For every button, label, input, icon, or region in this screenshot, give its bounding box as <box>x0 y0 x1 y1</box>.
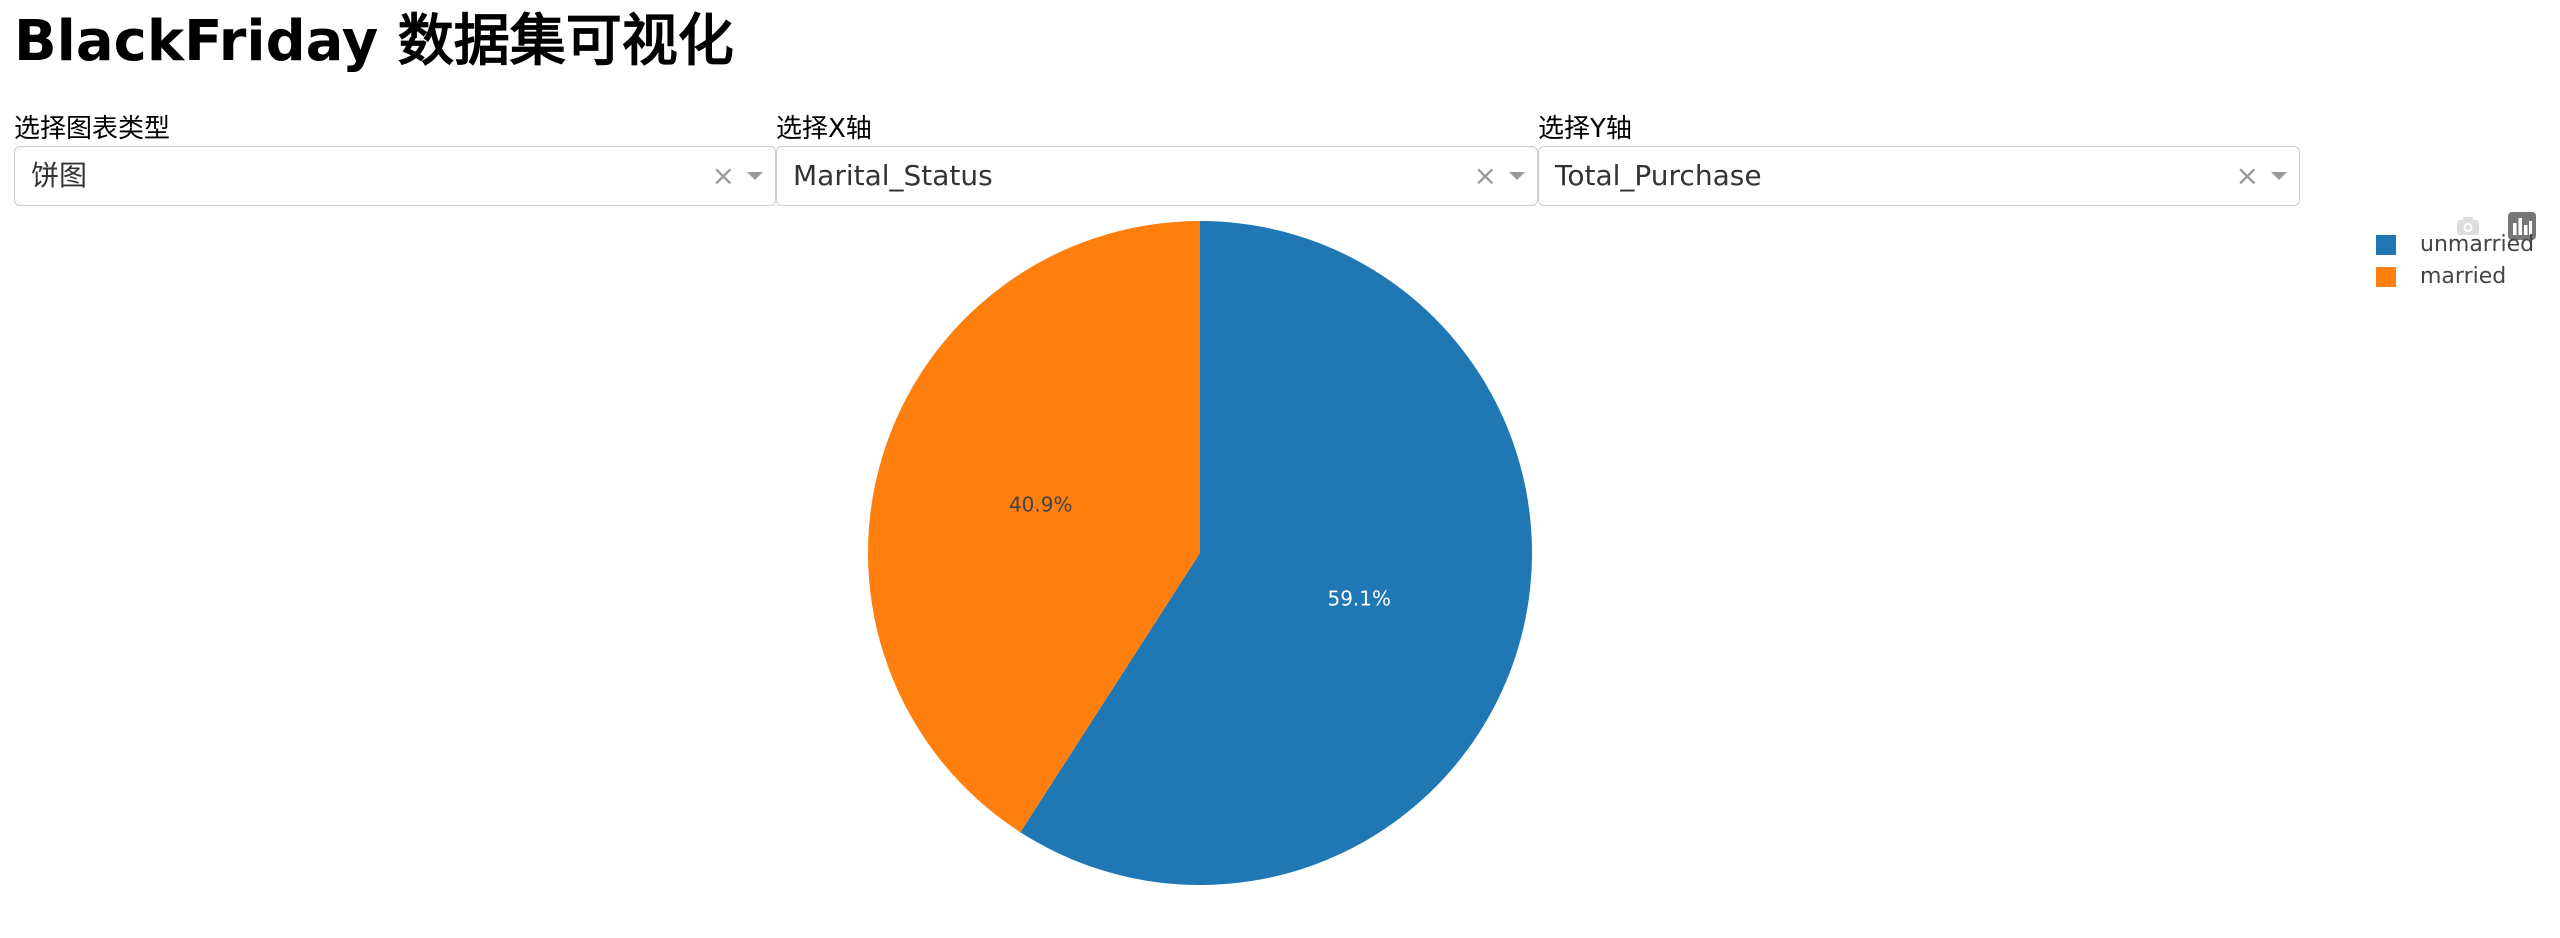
y-axis-control: 选择Y轴 Total_Purchase × <box>1538 112 2300 206</box>
legend-swatch-married <box>2376 267 2396 287</box>
chart-type-selected-value: 饼图 <box>31 159 88 192</box>
x-axis-chevron-down-icon[interactable] <box>1509 172 1525 180</box>
x-axis-clear-icon[interactable]: × <box>1473 159 1497 192</box>
page-title: BlackFriday 数据集可视化 <box>14 9 734 74</box>
y-axis-dropdown[interactable]: Total_Purchase × <box>1538 146 2300 206</box>
pie-slice-married[interactable] <box>868 221 1200 833</box>
camera-icon[interactable] <box>2452 210 2484 242</box>
y-axis-chevron-down-icon[interactable] <box>2271 172 2287 180</box>
pie-slice-unmarried[interactable] <box>1020 221 1532 886</box>
pie-label-married: 40.9% <box>1009 493 1073 517</box>
chart-type-control: 选择图表类型 饼图 × <box>14 112 776 206</box>
chart-type-dropdown[interactable]: 饼图 × <box>14 146 776 206</box>
legend-label-unmarried: unmarried <box>2420 232 2535 257</box>
chart-type-clear-icon[interactable]: × <box>711 159 735 192</box>
y-axis-label: 选择Y轴 <box>1538 114 1632 144</box>
x-axis-control: 选择X轴 Marital_Status × <box>776 112 1538 206</box>
chart-type-chevron-down-icon[interactable] <box>747 172 763 180</box>
x-axis-label: 选择X轴 <box>776 114 872 144</box>
plotly-logo-icon[interactable] <box>2506 210 2538 242</box>
y-axis-selected-value: Total_Purchase <box>1555 159 1762 192</box>
legend-swatch-unmarried <box>2376 235 2396 255</box>
legend-label-married: married <box>2420 264 2507 289</box>
x-axis-dropdown[interactable]: Marital_Status × <box>776 146 1538 206</box>
y-axis-clear-icon[interactable]: × <box>2235 159 2259 192</box>
pie-label-unmarried: 59.1% <box>1327 586 1391 610</box>
x-axis-selected-value: Marital_Status <box>793 159 993 192</box>
chart-type-label: 选择图表类型 <box>14 114 171 144</box>
